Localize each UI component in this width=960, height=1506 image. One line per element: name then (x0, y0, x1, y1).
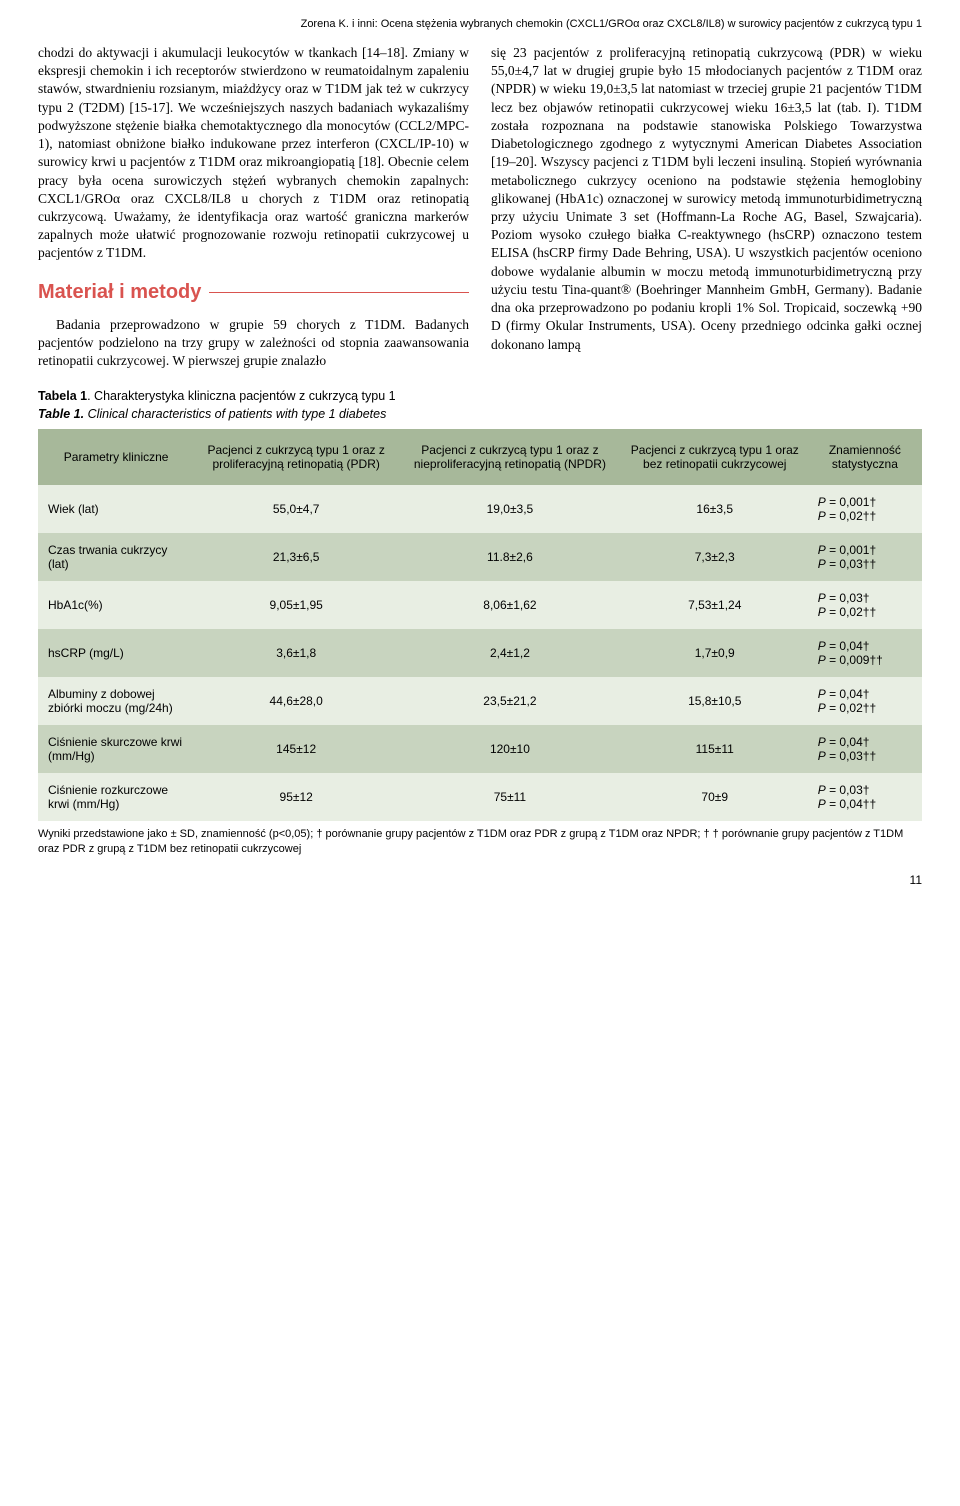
body-paragraph: chodzi do aktywacji i akumulacji leukocy… (38, 44, 469, 263)
table-row: Ciśnienie rozkurczowe krwi (mm/Hg)95±127… (38, 773, 922, 821)
section-heading-text: Materiał i metody (38, 279, 201, 306)
table-caption-label-en: Table 1. (38, 407, 84, 421)
cell-value: 44,6±28,0 (194, 677, 398, 725)
cell-value: 55,0±4,7 (194, 485, 398, 533)
table-header-row: Parametry kliniczne Pacjenci z cukrzycą … (38, 429, 922, 485)
cell-significance: P = 0,04†P = 0,02†† (808, 677, 922, 725)
cell-value: 120±10 (398, 725, 622, 773)
right-column: się 23 pacjentów z proliferacyjną retino… (491, 44, 922, 370)
cell-significance: P = 0,04†P = 0,03†† (808, 725, 922, 773)
cell-value: 7,3±2,3 (622, 533, 808, 581)
row-label: Ciśnienie skurczowe krwi (mm/Hg) (38, 725, 194, 773)
cell-value: 15,8±10,5 (622, 677, 808, 725)
table-row: Albuminy z dobowej zbiórki moczu (mg/24h… (38, 677, 922, 725)
row-label: HbA1c(%) (38, 581, 194, 629)
row-label: Wiek (lat) (38, 485, 194, 533)
table-row: Wiek (lat)55,0±4,719,0±3,516±3,5P = 0,00… (38, 485, 922, 533)
row-label: Albuminy z dobowej zbiórki moczu (mg/24h… (38, 677, 194, 725)
page-number: 11 (38, 873, 922, 887)
row-label: hsCRP (mg/L) (38, 629, 194, 677)
cell-significance: P = 0,04†P = 0,009†† (808, 629, 922, 677)
methods-paragraph: Badania przeprowadzono w grupie 59 chory… (38, 316, 469, 371)
table-row: Ciśnienie skurczowe krwi (mm/Hg)145±1212… (38, 725, 922, 773)
table-row: hsCRP (mg/L)3,6±1,82,4±1,21,7±0,9P = 0,0… (38, 629, 922, 677)
table-caption: Tabela 1. Charakterystyka kliniczna pacj… (38, 388, 922, 423)
cell-value: 95±12 (194, 773, 398, 821)
table-caption-text-en: Clinical characteristics of patients wit… (84, 407, 386, 421)
body-paragraph: się 23 pacjentów z proliferacyjną retino… (491, 44, 922, 354)
running-header: Zorena K. i inni: Ocena stężenia wybrany… (38, 18, 922, 30)
cell-significance: P = 0,03†P = 0,02†† (808, 581, 922, 629)
cell-value: 2,4±1,2 (398, 629, 622, 677)
cell-value: 115±11 (622, 725, 808, 773)
table-row: HbA1c(%)9,05±1,958,06±1,627,53±1,24P = 0… (38, 581, 922, 629)
cell-value: 23,5±21,2 (398, 677, 622, 725)
section-heading: Materiał i metody (38, 279, 469, 306)
cell-value: 8,06±1,62 (398, 581, 622, 629)
table-row: Czas trwania cukrzycy (lat)21,3±6,511.8±… (38, 533, 922, 581)
body-columns: chodzi do aktywacji i akumulacji leukocy… (38, 44, 922, 370)
cell-significance: P = 0,001†P = 0,02†† (808, 485, 922, 533)
col-header: Znamienność statystyczna (808, 429, 922, 485)
cell-significance: P = 0,001†P = 0,03†† (808, 533, 922, 581)
cell-value: 19,0±3,5 (398, 485, 622, 533)
col-header: Pacjenci z cukrzycą typu 1 oraz bez reti… (622, 429, 808, 485)
clinical-table: Parametry kliniczne Pacjenci z cukrzycą … (38, 429, 922, 821)
cell-significance: P = 0,03†P = 0,04†† (808, 773, 922, 821)
row-label: Ciśnienie rozkurczowe krwi (mm/Hg) (38, 773, 194, 821)
cell-value: 16±3,5 (622, 485, 808, 533)
row-label: Czas trwania cukrzycy (lat) (38, 533, 194, 581)
table-footnote: Wyniki przedstawione jako ± SD, znamienn… (38, 827, 922, 857)
cell-value: 3,6±1,8 (194, 629, 398, 677)
table-caption-label-pl: Tabela 1 (38, 389, 87, 403)
col-header: Pacjenci z cukrzycą typu 1 oraz z prolif… (194, 429, 398, 485)
cell-value: 9,05±1,95 (194, 581, 398, 629)
col-header: Parametry kliniczne (38, 429, 194, 485)
cell-value: 1,7±0,9 (622, 629, 808, 677)
cell-value: 11.8±2,6 (398, 533, 622, 581)
cell-value: 70±9 (622, 773, 808, 821)
table-caption-text-pl: . Charakterystyka kliniczna pacjentów z … (87, 389, 395, 403)
cell-value: 21,3±6,5 (194, 533, 398, 581)
cell-value: 7,53±1,24 (622, 581, 808, 629)
cell-value: 145±12 (194, 725, 398, 773)
cell-value: 75±11 (398, 773, 622, 821)
left-column: chodzi do aktywacji i akumulacji leukocy… (38, 44, 469, 370)
col-header: Pacjenci z cukrzycą typu 1 oraz z niepro… (398, 429, 622, 485)
